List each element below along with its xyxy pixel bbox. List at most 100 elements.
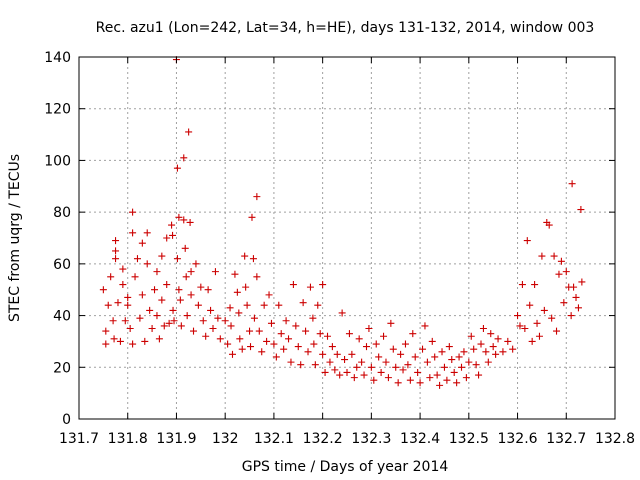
x-axis-title: GPS time / Days of year 2014 — [242, 459, 449, 475]
data-point — [241, 252, 249, 260]
data-point — [389, 345, 397, 353]
data-point — [578, 278, 586, 286]
data-point — [294, 343, 302, 351]
data-point — [482, 348, 490, 356]
data-point — [141, 337, 149, 345]
data-point — [109, 317, 117, 325]
data-point — [285, 335, 293, 343]
data-point — [136, 314, 144, 322]
data-point — [226, 304, 234, 312]
data-point — [401, 340, 409, 348]
data-point — [153, 268, 161, 276]
data-point — [462, 374, 470, 382]
data-point — [143, 229, 151, 237]
data-point — [423, 358, 431, 366]
data-point — [426, 374, 434, 382]
x-tick-label: 132.8 — [595, 431, 635, 447]
data-point — [112, 247, 120, 255]
data-point — [194, 301, 202, 309]
data-point — [399, 366, 407, 374]
data-point — [448, 356, 456, 364]
data-point — [409, 330, 417, 338]
data-point — [260, 301, 268, 309]
data-point — [209, 325, 217, 332]
data-point — [384, 374, 392, 382]
data-point — [568, 180, 576, 188]
data-point — [163, 281, 171, 289]
data-point — [138, 239, 146, 247]
data-point — [214, 314, 222, 322]
data-point — [235, 309, 243, 317]
data-point — [272, 353, 280, 361]
data-point — [526, 301, 534, 309]
data-point — [394, 379, 402, 387]
data-point — [207, 306, 215, 314]
data-point — [129, 208, 137, 216]
data-point — [570, 283, 578, 291]
x-tick-label: 132.3 — [351, 431, 391, 447]
data-point — [202, 332, 210, 340]
data-point — [433, 371, 441, 379]
data-point — [333, 350, 341, 358]
grid-lines — [79, 57, 615, 419]
data-point — [160, 322, 168, 330]
data-point — [267, 319, 275, 327]
data-point — [287, 358, 295, 366]
data-point — [572, 293, 580, 301]
data-point — [350, 374, 358, 382]
data-point — [574, 304, 582, 312]
data-point — [458, 363, 466, 371]
data-point — [479, 325, 487, 332]
x-tick-label: 132.1 — [254, 431, 294, 447]
data-point — [197, 283, 205, 291]
data-point — [387, 319, 395, 327]
data-point — [341, 356, 349, 364]
data-points — [99, 56, 586, 389]
data-point — [310, 340, 318, 348]
data-point — [146, 306, 154, 314]
x-tick-label: 131.9 — [156, 431, 196, 447]
y-tick-label: 40 — [53, 309, 71, 325]
data-point — [253, 273, 261, 281]
data-point — [102, 340, 110, 348]
data-point — [263, 337, 271, 345]
data-point — [535, 332, 543, 340]
data-point — [370, 376, 378, 384]
data-point — [377, 368, 385, 376]
data-point — [406, 376, 414, 384]
data-point — [99, 286, 107, 294]
data-point — [528, 337, 536, 345]
data-point — [338, 309, 346, 317]
data-point — [343, 368, 351, 376]
data-point — [224, 340, 232, 348]
data-point — [126, 325, 134, 332]
data-point — [119, 265, 127, 273]
data-point — [487, 330, 495, 338]
data-point — [104, 301, 112, 309]
data-point — [102, 327, 110, 335]
data-point — [192, 260, 200, 268]
data-point — [557, 257, 565, 265]
data-point — [131, 273, 139, 281]
data-point — [168, 221, 176, 229]
data-point — [121, 317, 129, 325]
x-tick-label: 132 — [212, 431, 239, 447]
data-point — [173, 164, 181, 172]
data-point — [250, 314, 258, 322]
data-point — [289, 281, 297, 289]
data-point — [453, 379, 461, 387]
data-point — [382, 358, 390, 366]
data-point — [155, 335, 163, 343]
data-point — [236, 335, 244, 343]
data-point — [280, 345, 288, 353]
data-point — [514, 312, 522, 320]
data-point — [190, 327, 198, 335]
data-point — [238, 345, 246, 353]
data-point — [112, 237, 120, 245]
data-point — [316, 330, 324, 338]
y-tick-label: 140 — [44, 50, 71, 66]
data-point — [465, 358, 473, 366]
data-point — [567, 312, 575, 320]
data-point — [353, 363, 361, 371]
data-point — [247, 343, 255, 351]
